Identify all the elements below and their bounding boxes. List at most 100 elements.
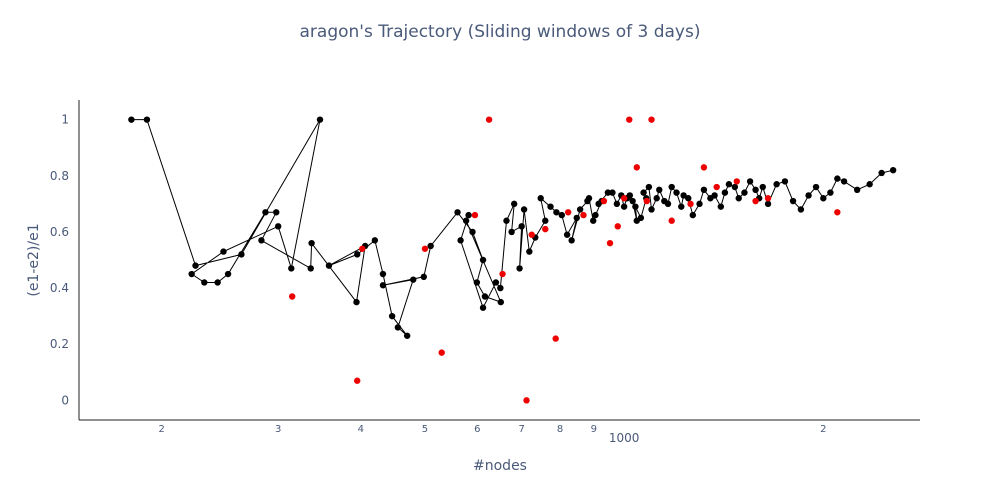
data-point [725,181,733,188]
x-tick-label: 8 [557,424,563,435]
highlight-point [648,116,655,123]
data-point [353,298,360,306]
data-point [678,203,685,210]
data-point [308,239,315,247]
data-point [192,262,199,269]
data-point [620,203,628,210]
chart-title: aragon's Trajectory (Sliding windows of … [300,22,701,42]
data-point [274,223,282,230]
data-point [648,206,655,213]
data-point [354,251,361,258]
data-point [853,186,861,194]
data-point [457,237,464,244]
x-tick-label: 7 [518,424,524,435]
trajectory-line [131,119,894,337]
data-point [547,203,554,210]
data-point [741,189,748,196]
data-point [585,195,593,202]
highlight-point [733,178,740,185]
highlight-point [633,164,640,171]
data-point [592,211,599,219]
data-point [752,186,759,194]
data-point [479,256,487,264]
data-point [696,200,703,208]
data-point [503,217,510,224]
data-point [746,178,754,185]
highlight-point [523,397,530,404]
data-point [479,304,487,311]
data-point [689,211,697,219]
data-point [764,200,772,208]
data-point [735,195,742,202]
highlight-point [752,197,759,205]
data-point [563,231,571,238]
data-point [288,265,295,272]
highlight-point [713,183,720,191]
data-point [700,186,708,194]
highlight-points [288,116,841,404]
data-point [379,270,387,278]
data-point [273,209,280,216]
data-point [889,166,897,174]
data-point [590,217,597,224]
data-point [645,183,653,191]
data-point [462,217,470,224]
x-tick-label: 3 [275,424,281,435]
highlight-point [354,377,361,384]
data-point [812,183,820,191]
highlight-point [626,116,633,123]
data-point [576,206,584,213]
axes [78,100,920,421]
data-point [656,186,663,194]
x-ticks: 2 3 4 5 6 7 8 9 1000 2 [158,424,826,445]
highlight-point [528,231,535,238]
data-point [214,279,221,286]
y-ticks: 0 0.2 0.4 0.6 0.8 1 [50,113,69,408]
highlight-point [700,164,708,171]
data-point [680,192,687,199]
data-point [481,293,489,300]
data-point [878,169,885,177]
data-point [537,195,544,202]
data-point [497,284,504,292]
data-point [258,237,265,244]
highlight-point [643,197,650,205]
data-point [316,116,324,123]
data-point [640,189,647,196]
x-tick-label: 4 [358,424,364,435]
highlight-point [421,245,429,252]
y-tick-label: 0 [61,393,69,407]
y-tick-label: 0.6 [50,225,69,239]
data-point [371,237,379,244]
data-point [820,195,827,202]
data-point [516,265,523,272]
x-tick-label: 5 [422,424,428,435]
highlight-point [580,211,587,219]
data-point [410,276,417,283]
data-point [717,203,725,210]
data-point [613,200,621,208]
data-point [781,178,789,185]
x-tick-label: 6 [474,424,480,435]
highlight-point [687,200,694,208]
data-point [307,265,314,272]
highlight-point [606,239,614,247]
data-point [731,183,739,191]
highlight-point [438,349,445,356]
data-point [224,270,232,278]
data-point [454,209,461,216]
data-point [492,279,500,286]
highlight-point [485,116,493,123]
data-point [542,217,549,224]
data-point [840,178,848,185]
data-point [553,209,560,216]
y-tick-label: 1 [61,113,69,127]
data-point [773,181,780,188]
data-point [143,116,151,123]
data-point [632,203,639,210]
data-point [526,248,533,255]
y-axis-title: (e1-e2)/e1 [26,223,42,296]
data-point [797,206,805,213]
x-tick-label: 2 [820,424,826,435]
x-tick-label: 9 [591,424,597,435]
